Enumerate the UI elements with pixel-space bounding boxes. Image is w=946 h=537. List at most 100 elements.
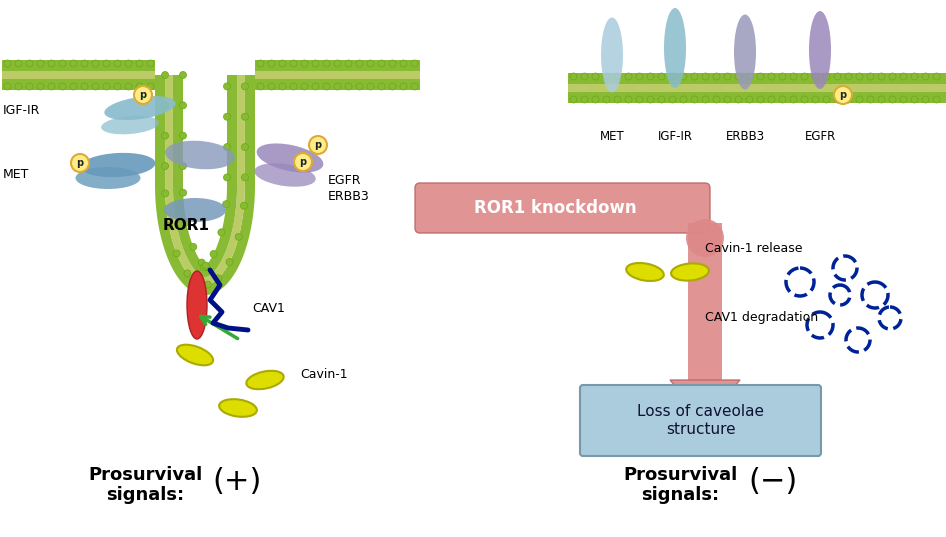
Circle shape	[647, 73, 654, 80]
Circle shape	[713, 73, 720, 80]
Circle shape	[162, 71, 168, 78]
Bar	[255, 79, 420, 90]
Circle shape	[900, 73, 907, 80]
Circle shape	[345, 83, 352, 90]
Circle shape	[222, 201, 230, 208]
Ellipse shape	[76, 167, 141, 189]
Circle shape	[81, 83, 88, 90]
Circle shape	[400, 83, 407, 90]
Circle shape	[867, 73, 874, 80]
Text: ROR1: ROR1	[163, 218, 210, 233]
Circle shape	[603, 96, 610, 103]
Circle shape	[323, 83, 330, 90]
Ellipse shape	[187, 271, 207, 339]
Circle shape	[59, 83, 66, 90]
Circle shape	[823, 96, 830, 103]
Circle shape	[746, 96, 753, 103]
Circle shape	[658, 73, 665, 80]
Circle shape	[173, 250, 180, 257]
Polygon shape	[166, 75, 245, 285]
Circle shape	[147, 60, 154, 67]
FancyBboxPatch shape	[415, 183, 710, 233]
Text: IGF-IR: IGF-IR	[3, 104, 41, 117]
Circle shape	[356, 83, 363, 90]
Polygon shape	[173, 75, 237, 277]
Circle shape	[226, 258, 233, 265]
Circle shape	[241, 174, 249, 181]
Circle shape	[581, 73, 588, 80]
Circle shape	[702, 96, 709, 103]
Circle shape	[378, 60, 385, 67]
Circle shape	[236, 234, 242, 241]
Circle shape	[201, 264, 207, 271]
Circle shape	[856, 96, 863, 103]
Circle shape	[180, 102, 186, 109]
Circle shape	[636, 96, 643, 103]
FancyBboxPatch shape	[580, 385, 821, 456]
Circle shape	[724, 96, 731, 103]
Circle shape	[37, 83, 44, 90]
Text: MET: MET	[600, 130, 624, 143]
Circle shape	[290, 83, 297, 90]
Circle shape	[70, 60, 77, 67]
Circle shape	[92, 83, 99, 90]
Bar	[2, 60, 155, 71]
Circle shape	[757, 96, 764, 103]
Circle shape	[241, 143, 249, 150]
Circle shape	[180, 163, 186, 170]
Text: p: p	[139, 90, 147, 100]
Circle shape	[691, 96, 698, 103]
Circle shape	[367, 60, 374, 67]
Circle shape	[223, 174, 231, 181]
Bar	[2, 71, 155, 79]
Text: MET: MET	[3, 169, 29, 182]
Circle shape	[180, 189, 186, 196]
Circle shape	[592, 73, 599, 80]
Circle shape	[70, 83, 77, 90]
Circle shape	[922, 96, 929, 103]
Circle shape	[878, 73, 885, 80]
Ellipse shape	[734, 14, 756, 90]
Circle shape	[389, 83, 396, 90]
Circle shape	[845, 96, 852, 103]
Circle shape	[210, 250, 217, 257]
Circle shape	[801, 73, 808, 80]
Circle shape	[26, 83, 33, 90]
Circle shape	[713, 96, 720, 103]
Circle shape	[92, 60, 99, 67]
Ellipse shape	[246, 371, 284, 389]
Circle shape	[724, 73, 731, 80]
Circle shape	[290, 60, 297, 67]
Circle shape	[241, 83, 249, 90]
Circle shape	[184, 270, 191, 277]
Circle shape	[312, 60, 319, 67]
Circle shape	[686, 219, 724, 257]
Circle shape	[180, 71, 186, 78]
Circle shape	[240, 202, 248, 209]
Circle shape	[198, 259, 205, 266]
Circle shape	[691, 73, 698, 80]
Circle shape	[570, 96, 577, 103]
Text: p: p	[77, 158, 83, 168]
Circle shape	[933, 96, 940, 103]
Circle shape	[215, 275, 221, 282]
Circle shape	[26, 60, 33, 67]
Circle shape	[257, 83, 264, 90]
Ellipse shape	[809, 11, 831, 89]
Circle shape	[356, 60, 363, 67]
Circle shape	[162, 190, 168, 197]
Circle shape	[125, 60, 132, 67]
Circle shape	[345, 60, 352, 67]
Circle shape	[669, 73, 676, 80]
Text: EGFR: EGFR	[804, 130, 835, 143]
Circle shape	[889, 73, 896, 80]
Circle shape	[136, 60, 143, 67]
Polygon shape	[670, 380, 740, 420]
Circle shape	[195, 280, 202, 287]
Circle shape	[223, 143, 231, 150]
Circle shape	[241, 113, 249, 120]
Circle shape	[334, 60, 341, 67]
Circle shape	[268, 60, 275, 67]
Text: p: p	[314, 140, 322, 150]
Ellipse shape	[101, 115, 159, 134]
